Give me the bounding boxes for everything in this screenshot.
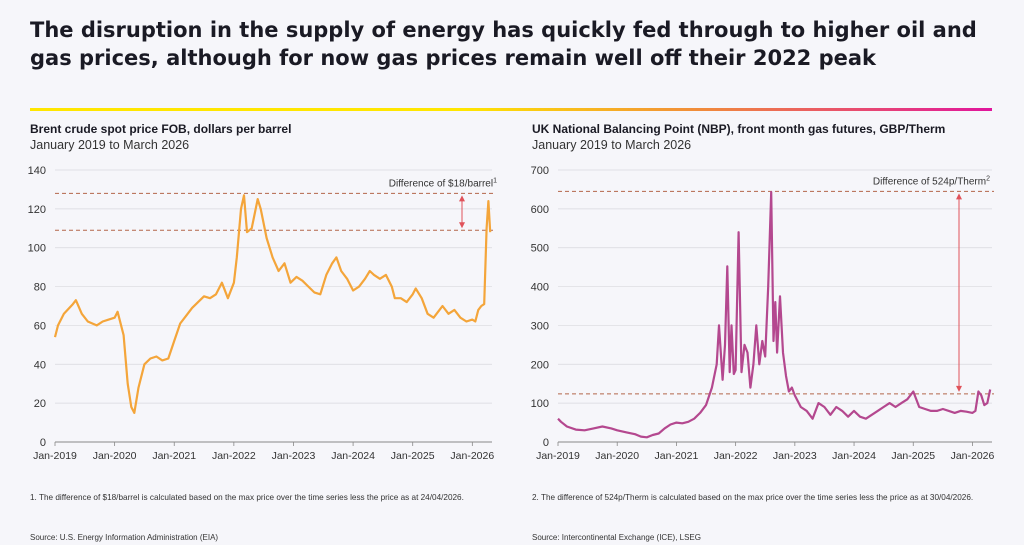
oil-x-tick-label: Jan-2021 bbox=[152, 450, 196, 462]
oil-x-tick-label: Jan-2025 bbox=[391, 450, 435, 462]
oil-y-tick-label: 40 bbox=[34, 359, 46, 371]
gas-x-tick-label: Jan-2020 bbox=[595, 450, 639, 462]
gas-x-tick-label: Jan-2023 bbox=[773, 450, 817, 462]
gas-price-line bbox=[557, 191, 992, 439]
oil-x-tick-label: Jan-2024 bbox=[331, 450, 375, 462]
gas-y-tick-label: 700 bbox=[531, 165, 549, 177]
gas-y-tick-label: 500 bbox=[531, 243, 549, 255]
oil-difference-annotation: Difference of $18/barrel1 bbox=[389, 177, 497, 189]
gas-arrow-head-down bbox=[956, 385, 962, 392]
oil-y-tick-label: 20 bbox=[34, 398, 46, 410]
oil-x-tick-label: Jan-2019 bbox=[33, 450, 77, 462]
oil-footnote: 1. The difference of $18/barrel is calcu… bbox=[30, 493, 464, 502]
oil-x-tick-label: Jan-2026 bbox=[450, 450, 494, 462]
oil-y-tick-label: 140 bbox=[28, 165, 46, 177]
oil-source: Source: U.S. Energy Information Administ… bbox=[30, 533, 219, 542]
page-title: The disruption in the supply of energy h… bbox=[30, 18, 977, 70]
gas-difference-annotation: Difference of 524p/Therm2 bbox=[873, 175, 990, 187]
oil-y-tick-label: 100 bbox=[28, 243, 46, 255]
gas-y-tick-label: 600 bbox=[531, 204, 549, 216]
gas-chart-title: UK National Balancing Point (NBP), front… bbox=[532, 122, 946, 136]
oil-y-tick-label: 80 bbox=[34, 282, 46, 294]
gas-source: Source: Intercontinental Exchange (ICE),… bbox=[532, 533, 701, 542]
oil-arrow-head-up bbox=[459, 195, 465, 202]
gradient-divider bbox=[30, 108, 992, 111]
gas-x-tick-label: Jan-2024 bbox=[832, 450, 876, 462]
gas-y-tick-label: 300 bbox=[531, 320, 549, 332]
gas-y-tick-label: 400 bbox=[531, 282, 549, 294]
gas-footnote: 2. The difference of 524p/Therm is calcu… bbox=[532, 493, 974, 502]
oil-x-tick-label: Jan-2023 bbox=[272, 450, 316, 462]
oil-y-tick-label: 120 bbox=[28, 204, 46, 216]
oil-y-tick-label: 60 bbox=[34, 320, 46, 332]
oil-arrow-head-down bbox=[459, 222, 465, 229]
gas-x-tick-label: Jan-2026 bbox=[951, 450, 995, 462]
gas-chart-subtitle: January 2019 to March 2026 bbox=[532, 138, 692, 152]
gas-x-tick-label: Jan-2022 bbox=[714, 450, 758, 462]
oil-chart-title: Brent crude spot price FOB, dollars per … bbox=[30, 122, 292, 136]
oil-x-tick-label: Jan-2022 bbox=[212, 450, 256, 462]
gas-x-tick-label: Jan-2021 bbox=[655, 450, 699, 462]
gas-arrow-head-up bbox=[956, 193, 962, 200]
gas-y-tick-label: 100 bbox=[531, 398, 549, 410]
gas-y-tick-label: 0 bbox=[543, 437, 549, 449]
oil-price-line bbox=[53, 194, 492, 414]
oil-x-tick-label: Jan-2020 bbox=[93, 450, 137, 462]
oil-y-tick-label: 0 bbox=[40, 437, 46, 449]
gas-y-tick-label: 200 bbox=[531, 359, 549, 371]
gas-x-tick-label: Jan-2019 bbox=[536, 450, 580, 462]
gas-x-tick-label: Jan-2025 bbox=[891, 450, 935, 462]
oil-chart-subtitle: January 2019 to March 2026 bbox=[30, 138, 190, 152]
